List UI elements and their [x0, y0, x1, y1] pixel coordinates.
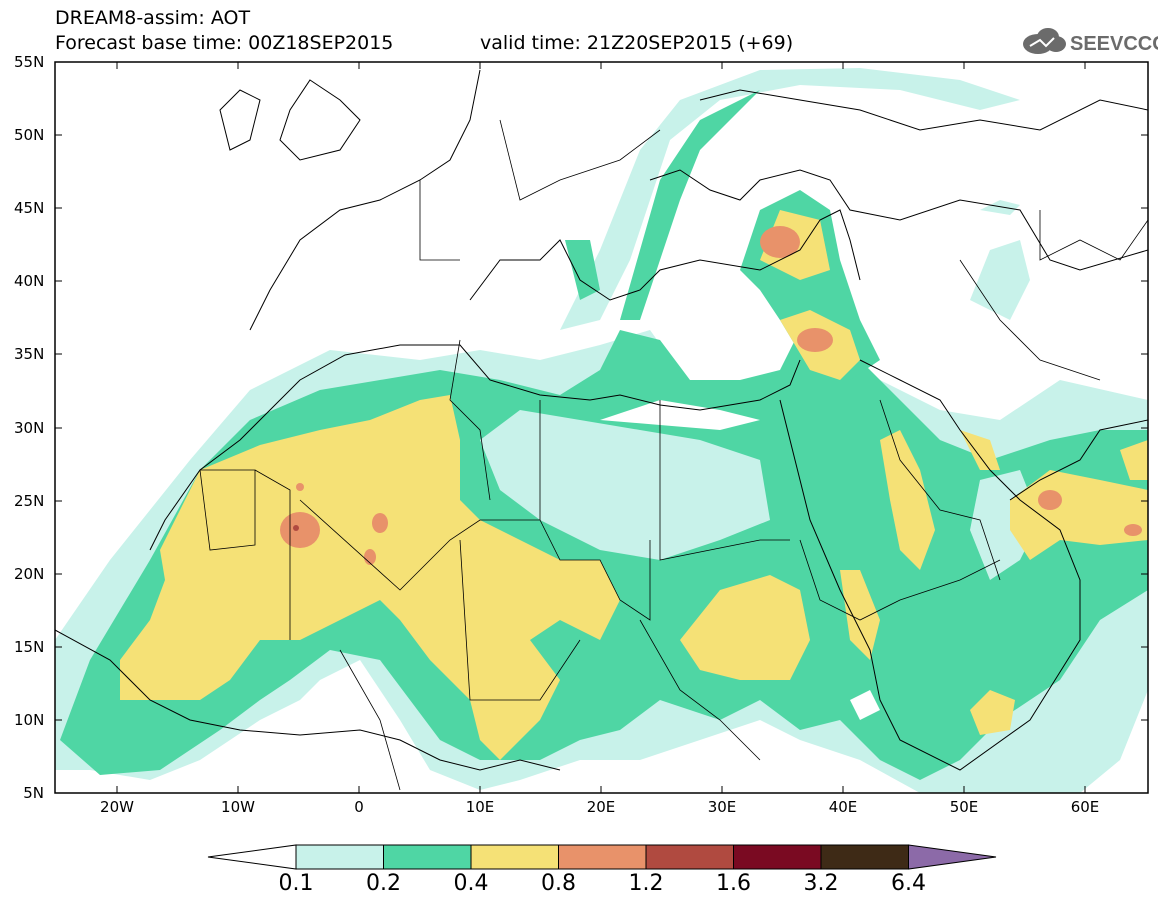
lon-label: 50E [949, 798, 979, 816]
logo-text: SEEVCCC [1070, 33, 1158, 55]
colorbar-bin [645, 844, 734, 870]
colorbar-label: 6.4 [891, 871, 926, 896]
cloud-icon [1023, 28, 1066, 54]
lat-label: 30N [14, 419, 45, 437]
coastlines [55, 69, 1148, 771]
lat-label: 40N [14, 272, 45, 290]
lon-label: 20E [586, 798, 616, 816]
lon-label: 10E [465, 798, 495, 816]
colorbar-bin [820, 844, 909, 870]
lat-label: 55N [14, 53, 45, 71]
lon-label: 0 [354, 798, 364, 816]
seevccc-logo: SEEVCCC [1023, 28, 1158, 55]
colorbar-under-arrow [207, 844, 297, 870]
lon-label: 20W [100, 798, 134, 816]
colorbar-label: 1.6 [716, 871, 751, 896]
colorbar-label: 0.1 [278, 871, 314, 896]
lat-label: 15N [14, 638, 45, 656]
map-frame [54, 61, 1149, 794]
colorbar-bin [383, 844, 472, 870]
lat-label: 10N [14, 711, 45, 729]
colorbar-label: 0.2 [366, 871, 401, 896]
lat-label: 5N [23, 784, 44, 802]
colorbar-label: 1.2 [628, 871, 664, 896]
lon-label: 10W [221, 798, 255, 816]
country-borders [199, 119, 1148, 791]
colorbar-bin [295, 844, 384, 870]
axis-ticks [55, 61, 1148, 793]
colorbar-bin [733, 844, 822, 870]
forecast-base-time: Forecast base time: 00Z18SEP2015 [55, 32, 394, 54]
contour-level-0-4 [120, 210, 1148, 760]
lat-label: 20N [14, 565, 45, 583]
colorbar-bin [470, 844, 559, 870]
colorbar-label: 3.2 [803, 871, 839, 896]
lon-label: 40E [828, 798, 858, 816]
map-title: DREAM8-assim: AOT [55, 7, 251, 29]
colorbar-label: 0.4 [453, 871, 489, 896]
lon-label: 30E [707, 798, 737, 816]
valid-time: valid time: 21Z20SEP2015 (+69) [480, 32, 794, 54]
colorbar-label: 0.8 [541, 871, 576, 896]
aot-contours [55, 68, 1148, 793]
lat-label: 35N [14, 345, 45, 363]
colorbar-bin [558, 844, 647, 870]
colorbar [207, 844, 997, 870]
clean-air-region [600, 400, 880, 720]
lat-label: 50N [14, 126, 45, 144]
contour-level-1-2 [293, 525, 299, 531]
lat-label: 25N [14, 492, 45, 510]
colorbar-over-arrow [908, 844, 997, 870]
lat-label: 45N [14, 199, 45, 217]
lon-label: 60E [1070, 798, 1100, 816]
